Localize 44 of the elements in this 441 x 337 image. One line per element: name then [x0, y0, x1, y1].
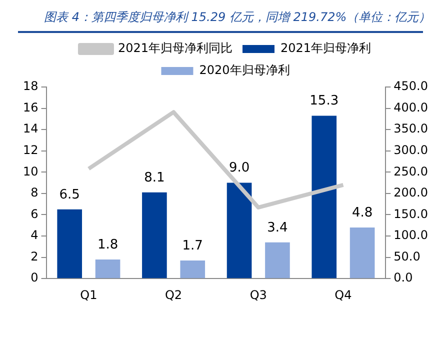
y2-tick-label: 150.0 — [394, 206, 428, 221]
x-tick-label: Q4 — [334, 288, 352, 302]
legend-label: 2021年归母净利 — [280, 41, 372, 56]
data-label: 4.8 — [352, 205, 373, 220]
data-label: 3.4 — [267, 220, 288, 236]
bar — [312, 116, 337, 278]
data-label: 1.7 — [182, 238, 203, 254]
data-label: 15.3 — [310, 94, 339, 109]
y2-tick-label: 200.0 — [394, 186, 428, 200]
chart-title: 图表 4：第四季度归母净利 15.29 亿元，同增 219.72%（单位：亿元） — [43, 9, 431, 26]
y2-tick-label: 350.0 — [394, 122, 428, 136]
data-label: 1.8 — [97, 237, 118, 252]
bar — [350, 228, 375, 278]
y-tick-label: 10 — [22, 164, 38, 178]
bar — [265, 242, 290, 278]
y2-tick-label: 100.0 — [394, 228, 428, 242]
y-tick-label: 6 — [30, 206, 38, 221]
y2-tick-label: 50.0 — [394, 249, 420, 264]
y2-tick-label: 250.0 — [394, 164, 428, 178]
y-tick-label: 18 — [22, 79, 38, 94]
bar — [142, 192, 167, 278]
x-tick-label: Q3 — [250, 288, 267, 302]
bar — [95, 259, 120, 278]
y-tick-label: 14 — [22, 122, 38, 136]
y-tick-label: 12 — [22, 142, 38, 157]
y2-tick-label: 400.0 — [394, 100, 428, 114]
y2-tick-label: 0.0 — [394, 270, 413, 285]
y-tick-label: 4 — [30, 228, 38, 242]
bar — [57, 209, 82, 278]
data-label: 6.5 — [59, 187, 80, 202]
y-tick-label: 2 — [30, 249, 38, 264]
legend-label: 2021年归母净利同比 — [118, 41, 233, 56]
y2-tick-label: 300.0 — [394, 142, 428, 157]
bar — [226, 182, 252, 278]
data-label: 8.1 — [144, 170, 165, 186]
data-label: 9.0 — [228, 160, 250, 176]
legend-label: 2020年归母净利 — [199, 63, 290, 78]
x-tick-label: Q1 — [80, 288, 98, 302]
y-tick-label: 16 — [22, 100, 38, 114]
x-tick-label: Q2 — [164, 288, 182, 302]
y-tick-label: 8 — [30, 186, 38, 200]
bar — [180, 260, 206, 278]
y-tick-label: 0 — [30, 270, 38, 285]
y2-tick-label: 450.0 — [394, 79, 428, 94]
